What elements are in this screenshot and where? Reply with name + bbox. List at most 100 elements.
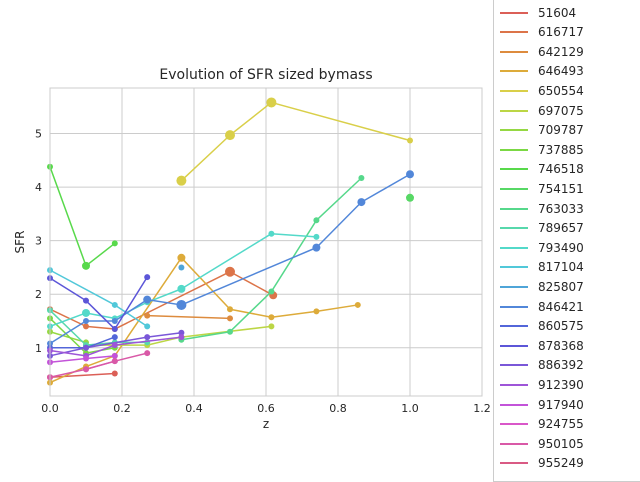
legend-swatch [500,246,528,249]
series-650554 [176,97,413,186]
series-825807 [178,264,185,271]
data-point [312,243,321,252]
legend-swatch [500,462,528,465]
data-point [268,230,275,237]
data-point [268,288,275,295]
grid-lines [49,88,483,396]
data-point [144,274,151,281]
data-point [144,350,151,357]
legend-label: 912390 [538,377,584,392]
legend-item: 912390 [494,375,640,394]
legend-swatch [500,89,528,92]
legend-swatch [500,109,528,112]
data-point [111,358,118,365]
data-point [406,193,414,202]
legend-label: 917940 [538,397,584,412]
data-point [83,323,89,330]
data-point [176,299,187,310]
legend-swatch [500,168,528,171]
legend-item: 697075 [494,101,640,120]
data-point [225,130,235,141]
data-point [227,306,233,313]
legend-swatch [500,50,528,53]
chart-title: Evolution of SFR sized bymass [159,67,372,83]
data-point [313,217,320,224]
legend-label: 924755 [538,417,584,432]
data-point [313,308,320,315]
y-tick-label: 2 [35,288,42,301]
series-line [49,276,148,330]
legend-item: 737885 [494,140,640,159]
legend-label: 763033 [538,201,584,216]
legend-item: 825807 [494,277,640,296]
legend-swatch [500,325,528,328]
legend-label: 616717 [538,25,584,40]
legend-label: 825807 [538,279,584,294]
data-point [406,170,414,179]
legend-swatch [500,187,528,190]
data-point [144,312,151,319]
legend-swatch [500,423,528,426]
legend-item: 709787 [494,121,640,140]
data-point [358,174,365,181]
legend-label: 646493 [538,64,584,79]
data-point [177,284,186,293]
legend-item: 754151 [494,179,640,198]
legend-item: 846421 [494,297,640,316]
legend-item: 817104 [494,258,640,277]
legend-item: 955249 [494,454,640,473]
legend-label: 737885 [538,142,584,157]
data-point [83,344,89,351]
legend-swatch [500,266,528,269]
series-line [49,336,182,357]
data-point [313,233,320,240]
legend-item: 642129 [494,42,640,61]
x-tick-label: 0.0 [41,402,59,415]
data-point [178,264,185,271]
legend-swatch [500,31,528,34]
legend-label: 51604 [538,5,577,20]
data-point [83,297,89,304]
y-tick-label: 3 [35,235,42,248]
x-tick-label: 0.2 [113,402,131,415]
data-point [111,370,118,377]
legend-swatch [500,285,528,288]
legend-swatch [500,403,528,406]
data-point [177,253,186,262]
data-point [268,314,275,321]
legend-label: 697075 [538,103,584,118]
legend-item: 746518 [494,160,640,179]
legend-label: 793490 [538,240,584,255]
series-763033 [178,174,365,343]
legend-swatch [500,364,528,367]
series-line [49,372,115,379]
series-817104 [47,267,151,330]
legend-label: 860575 [538,319,584,334]
data-point [82,308,90,317]
data-point [111,318,118,325]
x-tick-label: 1.0 [401,402,419,415]
x-tick-label: 0.6 [257,402,275,415]
legend-item: 646493 [494,62,640,81]
data-point [354,301,361,308]
legend-swatch [500,227,528,230]
legend-label: 746518 [538,162,584,177]
data-point [144,334,151,341]
legend-item: 860575 [494,317,640,336]
plot-frame [49,87,483,397]
data-point [266,97,277,108]
x-axis-label: z [263,417,269,431]
legend-item: 878368 [494,336,640,355]
legend-swatch [500,383,528,386]
data-point [111,334,118,341]
series-line [180,101,411,182]
series-line [49,257,358,384]
legend-label: 817104 [538,260,584,275]
data-point [111,342,118,349]
data-point [144,323,151,330]
tick-labels: 0.0 0.2 0.4 0.6 0.8 1.0 1.2 1 2 3 4 5 [35,128,491,415]
legend-label: 950105 [538,436,584,451]
legend-label: 955249 [538,456,584,471]
